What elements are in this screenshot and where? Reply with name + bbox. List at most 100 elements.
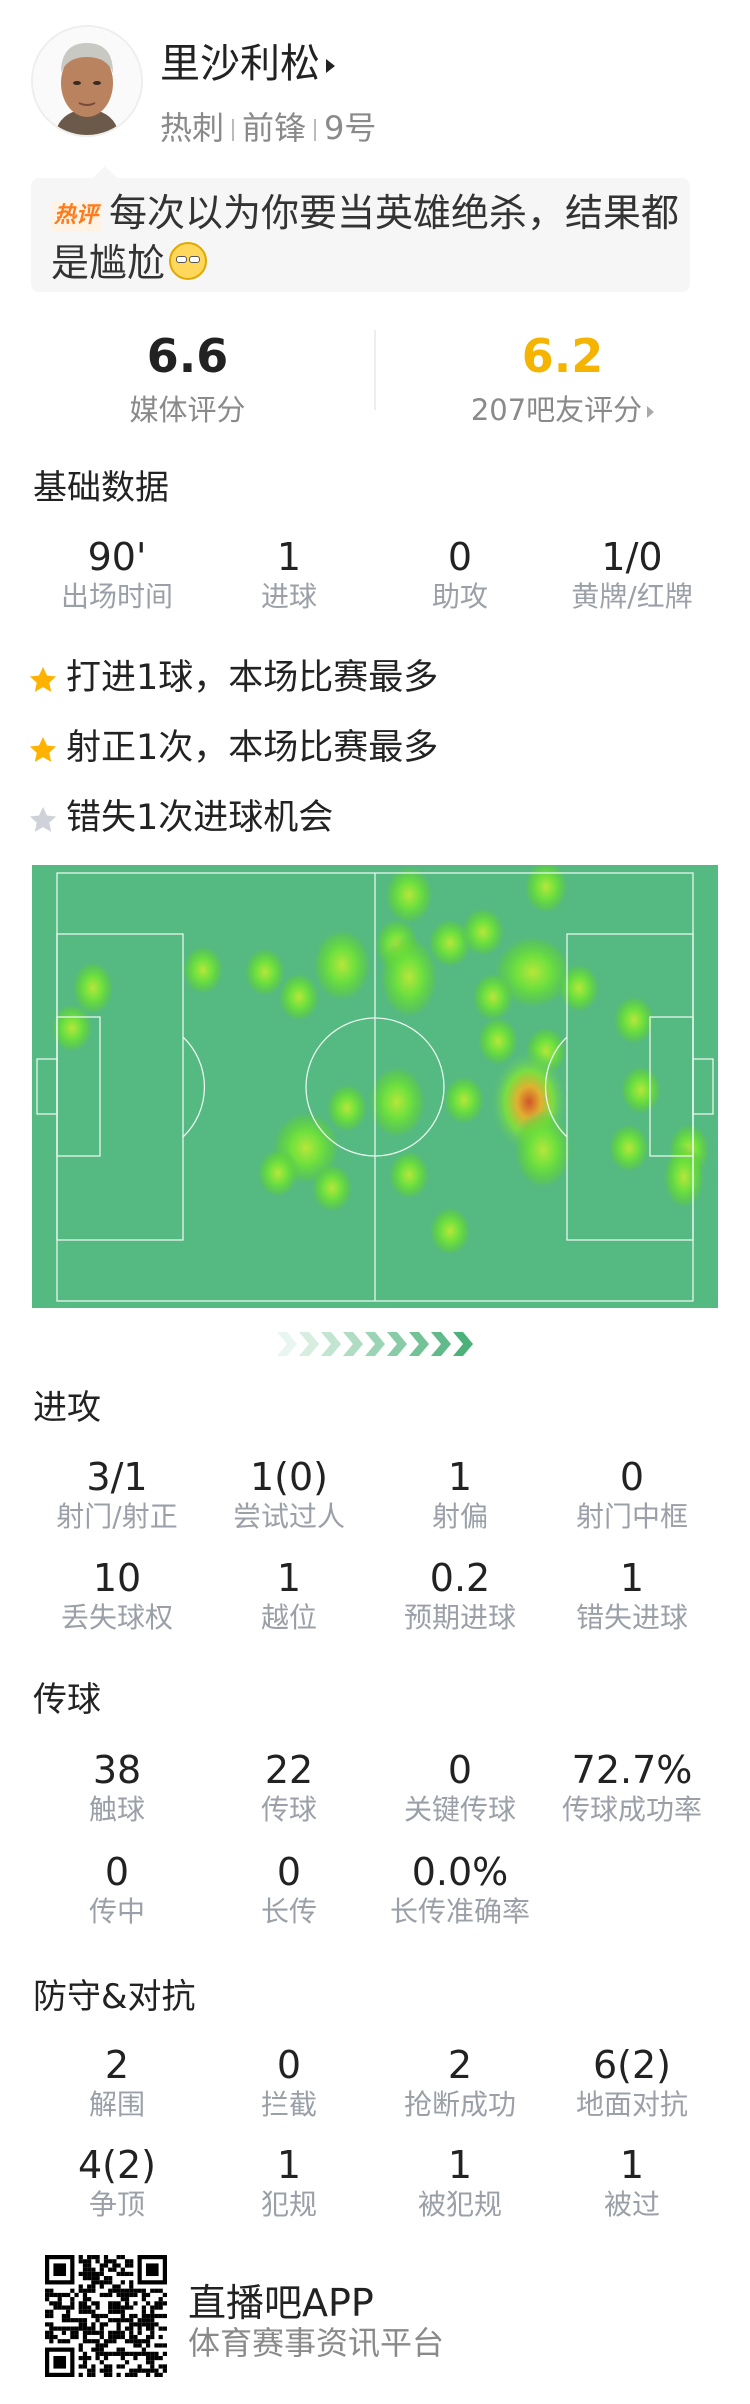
stat-value: 1(0)	[249, 1455, 328, 1499]
player-name: 里沙利松	[160, 41, 320, 87]
stat-cell: 1 被犯规	[374, 2144, 546, 2222]
caret-right-icon	[326, 59, 335, 73]
heat-blob	[379, 934, 439, 1020]
stat-label: 传球成功率	[561, 1793, 702, 1826]
heat-blob	[71, 960, 115, 1016]
stat-label: 被过	[603, 2188, 660, 2221]
heat-blob	[387, 1150, 431, 1200]
player-photo	[33, 27, 141, 135]
media-rating-label: 媒体评分	[129, 393, 246, 427]
heat-blob	[312, 927, 372, 1003]
heat-blobs	[50, 865, 711, 1256]
hot-comment-text: 每次以为你要当英雄绝杀，结果都是尴尬	[51, 191, 680, 285]
player-position: 前锋	[242, 109, 307, 147]
stat-value: 0.2	[429, 1556, 491, 1600]
heat-blob	[471, 972, 515, 1022]
star-icon	[29, 806, 57, 832]
basic-stat: 1/0 黄牌/红牌	[546, 536, 718, 614]
basic-stat: 1 进球	[203, 536, 375, 614]
qr-code	[45, 2255, 167, 2377]
chevron-right-icon	[387, 1332, 407, 1356]
chevron-right-icon	[343, 1332, 363, 1356]
divider	[232, 119, 235, 141]
stat-value: 38	[92, 1748, 142, 1792]
section-title: 防守&对抗	[33, 1977, 196, 2017]
stat-value: 3/1	[86, 1455, 148, 1499]
chevron-right-icon	[299, 1332, 319, 1356]
heat-blob	[460, 907, 506, 957]
stat-label: 越位	[260, 1601, 317, 1634]
stat-label: 拦截	[260, 2088, 317, 2121]
stat-value: 0	[619, 1455, 645, 1499]
heat-blob	[607, 1123, 651, 1173]
stat-label: 关键传球	[403, 1793, 516, 1826]
stat-cell: 0 拦截	[203, 2044, 375, 2122]
chevron-right-icon	[321, 1332, 341, 1356]
fan-rating-value: 6.2	[521, 329, 604, 383]
stat-cell: 0 关键传球	[374, 1749, 546, 1827]
heat-blob	[367, 1064, 427, 1140]
stat-label: 出场时间	[60, 580, 173, 613]
pitch-lines	[36, 872, 714, 1302]
stat-label: 犯规	[260, 2188, 317, 2221]
stat-label: 被犯规	[417, 2188, 502, 2221]
stat-label: 错失进球	[575, 1601, 688, 1634]
player-meta: 热刺 前锋 9号	[160, 106, 376, 150]
star-icon	[29, 666, 57, 692]
stat-cell: 0 射门中框	[546, 1456, 718, 1534]
stat-value: 72.7%	[571, 1748, 693, 1792]
stat-cell: 38 触球	[31, 1749, 203, 1827]
stat-label: 触球	[88, 1793, 145, 1826]
stat-cell: 3/1 射门/射正	[31, 1456, 203, 1534]
stat-value: 0.0%	[411, 1850, 509, 1894]
stat-cell: 2 抢断成功	[374, 2044, 546, 2122]
heat-blob	[523, 865, 569, 915]
heat-blob	[513, 1110, 573, 1190]
stat-value: 90'	[87, 535, 147, 579]
player-name-link[interactable]: 里沙利松	[160, 38, 335, 90]
player-team: 热刺	[160, 109, 225, 147]
stat-value: 22	[264, 1748, 314, 1792]
stat-cell: 72.7% 传球成功率	[546, 1749, 718, 1827]
stat-cell: 0.0% 长传准确率	[374, 1851, 546, 1929]
stat-value: 4(2)	[77, 2143, 156, 2187]
stat-value: 1	[447, 1455, 473, 1499]
stat-cell: 1 射偏	[374, 1456, 546, 1534]
stat-label: 助攻	[431, 580, 488, 613]
player-avatar[interactable]	[31, 25, 143, 137]
media-rating: 6.6 媒体评分	[0, 328, 375, 430]
heat-blob	[384, 865, 434, 925]
heatmap-pitch	[32, 865, 718, 1308]
stat-label: 射偏	[431, 1500, 488, 1533]
chevron-right-icon	[453, 1332, 473, 1356]
highlight-text: 打进1球，本场比赛最多	[66, 658, 439, 698]
player-number: 9号	[324, 109, 377, 147]
stat-label: 尝试过人	[232, 1500, 345, 1533]
heat-blob	[428, 1206, 472, 1256]
stat-value: 1/0	[601, 535, 663, 579]
stat-cell: 4(2) 争顶	[31, 2144, 203, 2222]
stat-cell: 0 长传	[203, 1851, 375, 1929]
chevron-right-icon	[409, 1332, 429, 1356]
stat-label: 长传	[260, 1895, 317, 1928]
stat-cell: 1 错失进球	[546, 1557, 718, 1635]
heat-blob	[619, 1065, 663, 1115]
stat-value: 0	[276, 2043, 302, 2087]
media-rating-value: 6.6	[146, 329, 229, 383]
hot-comment[interactable]: 热评 每次以为你要当英雄绝杀，结果都是尴尬	[31, 166, 690, 292]
stat-cell: 0.2 预期进球	[374, 1557, 546, 1635]
highlight-text: 错失1次进球机会	[66, 798, 334, 838]
stat-cell: 6(2) 地面对抗	[546, 2044, 718, 2122]
stat-value: 1	[276, 2143, 302, 2187]
stat-label: 传球	[260, 1793, 317, 1826]
highlight-item: 打进1球，本场比赛最多	[28, 655, 438, 701]
highlight-item: 错失1次进球机会	[28, 795, 333, 841]
app-name: 直播吧APP	[188, 2281, 374, 2325]
stat-value: 10	[92, 1556, 142, 1600]
stat-label: 争顶	[88, 2188, 145, 2221]
stat-cell: 1 越位	[203, 1557, 375, 1635]
stat-label: 射门中框	[575, 1500, 688, 1533]
section-title: 进攻	[33, 1388, 101, 1428]
stat-cell: 2 解围	[31, 2044, 203, 2122]
fan-rating[interactable]: 6.2 207吧友评分	[375, 328, 750, 430]
